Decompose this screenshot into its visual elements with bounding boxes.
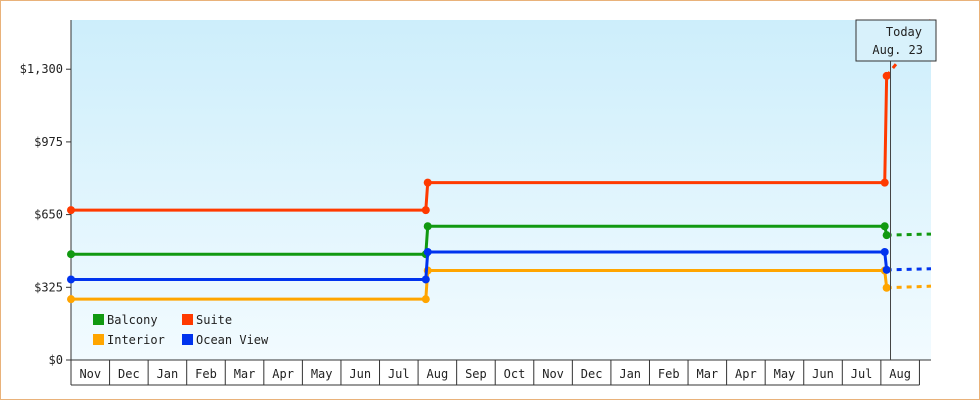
- data-point: [880, 178, 889, 187]
- x-tick-label: Mar: [234, 367, 256, 381]
- plot-background: [71, 20, 931, 360]
- x-tick-label: Mar: [696, 367, 718, 381]
- x-tick-label: Dec: [581, 367, 603, 381]
- x-tick-label: Oct: [504, 367, 526, 381]
- x-tick-label: Jun: [812, 367, 834, 381]
- today-box: [855, 19, 937, 62]
- today-annotation: Today Aug. 23: [855, 19, 937, 360]
- legend: Balcony Suite Interior Ocean View: [93, 313, 269, 347]
- data-point: [423, 178, 432, 187]
- x-tick-label: Nov: [79, 367, 101, 381]
- x-tick-label: Aug: [889, 367, 911, 381]
- data-point: [423, 222, 432, 231]
- today-label: Today: [886, 25, 922, 39]
- y-axis: $0 $325 $650 $975 $1,300: [20, 20, 72, 367]
- forecast-line: [886, 232, 932, 237]
- x-tick-label: Aug: [427, 367, 449, 381]
- data-point: [882, 231, 891, 240]
- y-tick-label: $975: [34, 135, 63, 149]
- data-point: [882, 265, 891, 274]
- legend-label: Ocean View: [196, 333, 269, 347]
- x-tick-label: Apr: [735, 367, 757, 381]
- data-point: [423, 247, 432, 256]
- legend-label: Suite: [196, 313, 232, 327]
- forecast-line: [885, 19, 933, 77]
- x-tick-label: Dec: [118, 367, 140, 381]
- x-tick-label: Feb: [195, 367, 217, 381]
- x-tick-label: Jul: [851, 367, 873, 381]
- x-axis: Nov Dec Jan Feb Mar Apr May Jun Jul Aug Sep Oct Nov D…: [70, 359, 931, 386]
- x-tick-label: Jan: [619, 367, 641, 381]
- x-tick-label: Sep: [465, 367, 487, 381]
- x-tick-label: Jun: [349, 367, 371, 381]
- x-tick-label: Apr: [272, 367, 294, 381]
- y-tick-label: $1,300: [20, 62, 63, 76]
- x-tick-label: Feb: [658, 367, 680, 381]
- y-tick-label: $650: [34, 208, 63, 222]
- forecast-line: [886, 284, 932, 290]
- y-tick-label: $0: [49, 353, 63, 367]
- data-point: [67, 250, 75, 259]
- data-point: [421, 295, 430, 304]
- data-point: [421, 275, 430, 284]
- legend-label: Interior: [107, 333, 165, 347]
- data-point: [882, 71, 891, 80]
- data-point: [880, 247, 889, 256]
- x-tick-label: Jul: [388, 367, 410, 381]
- data-point: [880, 222, 889, 231]
- data-point: [421, 206, 430, 215]
- series-suite: [67, 19, 933, 215]
- series-ocean-view: [67, 247, 932, 284]
- data-point: [882, 283, 891, 292]
- legend-swatch: [93, 334, 104, 345]
- x-tick-label: Nov: [542, 367, 564, 381]
- x-tick-label: May: [311, 367, 333, 381]
- x-tick-label: Jan: [157, 367, 179, 381]
- legend-swatch: [182, 334, 193, 345]
- data-point: [67, 295, 75, 304]
- legend-swatch: [182, 314, 193, 325]
- data-point: [67, 206, 75, 215]
- forecast-line: [886, 267, 932, 272]
- y-tick-label: $325: [34, 280, 63, 294]
- today-date: Aug. 23: [872, 43, 923, 57]
- legend-label: Balcony: [107, 313, 158, 327]
- series-group: [67, 19, 933, 304]
- data-point: [67, 275, 75, 284]
- x-tick-label: May: [774, 367, 796, 381]
- legend-swatch: [93, 314, 104, 325]
